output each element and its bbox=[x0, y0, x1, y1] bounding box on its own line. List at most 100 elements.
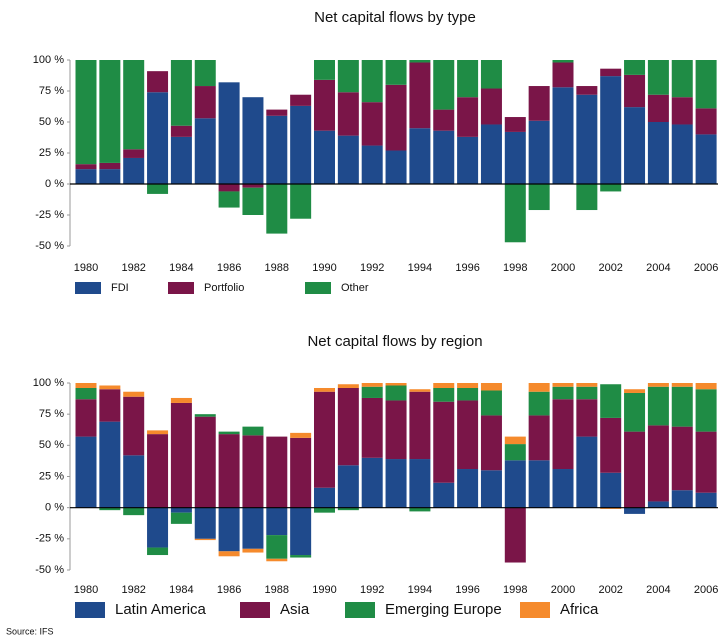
y-tick-label: -25 % bbox=[35, 533, 64, 545]
bar-segment bbox=[242, 435, 264, 508]
bar-segment bbox=[242, 426, 264, 436]
bar-segment bbox=[385, 385, 407, 401]
x-tick-label: 1984 bbox=[169, 262, 193, 274]
bar-segment bbox=[504, 436, 526, 445]
x-tick-label: 1980 bbox=[74, 584, 98, 596]
x-tick-label: 1986 bbox=[217, 262, 241, 274]
bar-segment bbox=[528, 120, 550, 184]
bar-segment bbox=[314, 60, 335, 80]
x-tick-label: 2000 bbox=[551, 262, 575, 274]
bar-segment bbox=[385, 150, 407, 184]
bar-segment bbox=[433, 387, 455, 402]
bar-segment bbox=[385, 459, 407, 508]
bar-segment bbox=[290, 94, 312, 106]
bar-segment bbox=[552, 469, 574, 508]
bar-segment bbox=[671, 383, 693, 387]
bar-segment bbox=[266, 436, 288, 508]
bar-segment bbox=[695, 134, 717, 184]
x-tick-label: 2002 bbox=[598, 584, 622, 596]
bar-segment bbox=[170, 402, 192, 508]
bar-segment bbox=[409, 128, 431, 184]
x-tick-label: 1994 bbox=[408, 584, 432, 596]
legend-swatch bbox=[240, 602, 270, 618]
bar-segment bbox=[624, 60, 646, 75]
bar-segment bbox=[480, 415, 502, 471]
bar-segment bbox=[75, 60, 97, 165]
bar-segment bbox=[457, 400, 479, 470]
bar-segment bbox=[337, 465, 359, 508]
bar-segment bbox=[75, 436, 97, 508]
x-tick-label: 2006 bbox=[694, 262, 718, 274]
chart-title: Net capital flows by region bbox=[307, 333, 482, 350]
bar-segment bbox=[194, 507, 216, 539]
bar-segment bbox=[480, 390, 502, 416]
legend-swatch bbox=[75, 282, 101, 294]
bar-segment bbox=[624, 507, 646, 514]
bar-segment bbox=[671, 426, 693, 491]
x-tick-label: 1982 bbox=[121, 262, 145, 274]
bar-segment bbox=[361, 397, 383, 458]
bar-segment bbox=[266, 115, 288, 184]
bar-segment bbox=[647, 60, 669, 95]
bar-segment bbox=[409, 389, 431, 392]
x-tick-label: 1988 bbox=[265, 262, 289, 274]
bar-segment bbox=[266, 184, 288, 234]
bar-segment bbox=[123, 149, 145, 158]
x-tick-label: 2004 bbox=[646, 262, 670, 274]
bar-segment bbox=[242, 184, 264, 188]
bar-segment bbox=[695, 60, 717, 109]
bar-segment bbox=[123, 507, 145, 516]
y-tick-label: 75 % bbox=[39, 85, 64, 97]
bar-segment bbox=[147, 434, 169, 508]
y-tick-label: 75 % bbox=[39, 408, 64, 420]
bar-segment bbox=[457, 383, 479, 388]
x-tick-label: 2006 bbox=[694, 584, 718, 596]
x-tick-label: 1996 bbox=[455, 262, 479, 274]
bar-segment bbox=[337, 384, 359, 388]
bar-segment bbox=[576, 436, 598, 508]
x-tick-label: 1982 bbox=[121, 584, 145, 596]
legend-swatch bbox=[75, 602, 105, 618]
x-tick-label: 1986 bbox=[217, 584, 241, 596]
bar-segment bbox=[218, 184, 240, 192]
bar-segment bbox=[75, 169, 97, 184]
bar-segment bbox=[671, 60, 693, 98]
bar-segment bbox=[480, 124, 502, 184]
bar-segment bbox=[75, 387, 97, 400]
bar-segment bbox=[194, 86, 216, 119]
bar-segment bbox=[242, 187, 264, 215]
bar-segment bbox=[600, 76, 622, 184]
bar-segment bbox=[552, 87, 574, 184]
bar-segment bbox=[671, 386, 693, 427]
bar-segment bbox=[409, 62, 431, 129]
y-tick-label: 50 % bbox=[39, 116, 64, 128]
bar-segment bbox=[218, 82, 240, 184]
bar-segment bbox=[266, 507, 288, 536]
y-tick-label: -50 % bbox=[35, 240, 64, 252]
legend-label: Asia bbox=[280, 601, 310, 618]
y-tick-label: 25 % bbox=[39, 470, 64, 482]
bar-segment bbox=[552, 399, 574, 470]
bar-segment bbox=[147, 547, 169, 556]
bar-segment bbox=[433, 383, 455, 388]
x-tick-label: 1992 bbox=[360, 262, 384, 274]
bar-segment bbox=[123, 455, 145, 508]
bar-segment bbox=[624, 431, 646, 508]
bar-segment bbox=[671, 490, 693, 508]
bar-segment bbox=[314, 391, 335, 488]
bar-segment bbox=[266, 535, 288, 559]
bar-segment bbox=[194, 538, 216, 541]
bar-segment bbox=[552, 383, 574, 387]
bar-segment bbox=[361, 102, 383, 146]
bar-segment bbox=[385, 383, 407, 386]
bar-segment bbox=[504, 444, 526, 461]
bar-segment bbox=[624, 392, 646, 432]
x-tick-label: 1988 bbox=[265, 584, 289, 596]
bar-segment bbox=[361, 60, 383, 103]
bar-segment bbox=[576, 94, 598, 184]
bar-segment bbox=[600, 184, 622, 192]
bar-segment bbox=[433, 60, 455, 110]
legend-label: Portfolio bbox=[204, 282, 244, 294]
y-tick-label: 100 % bbox=[33, 377, 64, 389]
